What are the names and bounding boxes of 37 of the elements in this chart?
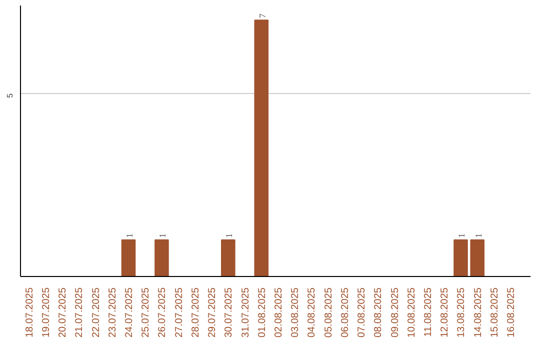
x-tick-label: 06.08.2025 <box>340 287 351 338</box>
x-tick-label: 16.08.2025 <box>506 287 518 338</box>
x-tick-label: 08.08.2025 <box>373 287 384 338</box>
x-tick-label: 18.07.2025 <box>24 287 36 338</box>
x-tick-label: 01.08.2025 <box>256 287 268 338</box>
data-label: 1 <box>158 233 168 238</box>
x-tick-label: 21.07.2025 <box>74 287 86 338</box>
x-tick-label: 24.07.2025 <box>124 287 135 338</box>
x-tick-label: 15.08.2025 <box>489 287 500 338</box>
x-tick-label: 11.08.2025 <box>423 287 434 337</box>
data-label: 7 <box>257 13 268 18</box>
x-tick-label: 10.08.2025 <box>406 287 418 338</box>
data-label: 1 <box>224 233 234 238</box>
y-tick-label: 5 <box>6 92 14 98</box>
x-tick-label: 03.08.2025 <box>290 287 302 338</box>
x-tick-label: 09.08.2025 <box>390 287 401 338</box>
x-tick-label: 12.08.2025 <box>440 287 451 338</box>
x-tick-label: 29.07.2025 <box>207 287 218 338</box>
x-tick-label: 26.07.2025 <box>157 287 168 338</box>
data-label: 1 <box>124 233 134 238</box>
x-tick-label: 30.07.2025 <box>224 287 235 338</box>
x-tick-label: 22.07.2025 <box>90 287 102 338</box>
data-label: 1 <box>456 233 467 238</box>
x-tick-label: 02.08.2025 <box>273 287 284 338</box>
x-tick-label: 23.07.2025 <box>107 287 118 338</box>
x-tick-label: 13.08.2025 <box>456 287 468 338</box>
x-tick-label: 25.07.2025 <box>140 287 152 338</box>
data-label: 1 <box>473 233 484 238</box>
x-tick-label: 14.08.2025 <box>472 287 484 338</box>
x-tick-label: 28.07.2025 <box>190 287 202 338</box>
x-tick-label: 07.08.2025 <box>356 287 368 338</box>
x-tick-label: 19.07.2025 <box>40 287 52 338</box>
x-tick-label: 05.08.2025 <box>323 287 334 338</box>
x-tick-label: 04.08.2025 <box>306 287 318 338</box>
x-tick-label: 27.07.2025 <box>174 287 185 338</box>
x-tick-label: 31.07.2025 <box>240 287 252 338</box>
x-tick-label: 20.07.2025 <box>58 287 69 338</box>
